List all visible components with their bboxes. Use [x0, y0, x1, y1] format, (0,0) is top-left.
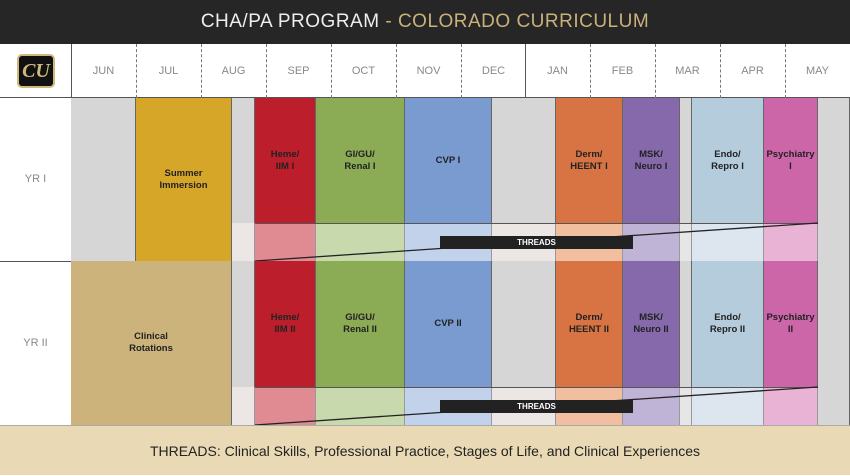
- month-oct: OCT: [351, 65, 376, 77]
- month-divider: [720, 44, 721, 98]
- threads-band: [692, 387, 764, 425]
- course-block-endo: Endo/Repro II: [692, 261, 764, 387]
- course-block-gray: [232, 98, 255, 223]
- course-block-gray: [818, 98, 850, 261]
- course-block-summer: Summer Immersion: [136, 98, 232, 261]
- course-block-derm: Derm/HEENT I: [556, 98, 623, 223]
- month-feb: FEB: [611, 65, 634, 77]
- course-block-psych: Psychiatry II: [764, 261, 818, 387]
- course-block-gi: GI/GU/Renal II: [316, 261, 405, 387]
- month-sep: SEP: [287, 65, 310, 77]
- month-divider: [590, 44, 591, 98]
- month-header: [0, 44, 850, 98]
- course-block-gi: GI/GU/Renal I: [316, 98, 405, 223]
- month-aug: AUG: [221, 65, 246, 77]
- course-block-msk: MSK/Neuro II: [623, 261, 680, 387]
- course-block-gray: [680, 98, 692, 223]
- month-jan: JAN: [547, 65, 568, 77]
- year-label: YR I: [24, 173, 47, 185]
- threads-band: [764, 223, 818, 261]
- month-dec: DEC: [481, 65, 506, 77]
- month-nov: NOV: [416, 65, 441, 77]
- month-divider: [266, 44, 267, 98]
- band-divider: [255, 387, 818, 388]
- month-apr: APR: [741, 65, 764, 77]
- course-block-derm: Derm/HEENT II: [556, 261, 623, 387]
- threads-band: [232, 223, 255, 261]
- threads-band: [680, 387, 692, 425]
- course-block-clinical: Clinical Rotations: [71, 261, 232, 425]
- month-divider: [331, 44, 332, 98]
- month-divider: [136, 44, 137, 98]
- course-block-gray: [492, 98, 556, 223]
- month-divider: [655, 44, 656, 98]
- band-divider: [255, 223, 818, 224]
- month-mar: MAR: [675, 65, 700, 77]
- course-block-gray: [71, 98, 136, 261]
- month-divider: [785, 44, 786, 98]
- threads-band: [764, 387, 818, 425]
- threads-band: [680, 223, 692, 261]
- course-block-psych: Psychiatry I: [764, 98, 818, 223]
- course-block-heme: Heme/IIM I: [255, 98, 316, 223]
- course-block-gray: [680, 261, 692, 387]
- threads-band: [692, 223, 764, 261]
- cu-logo: CU: [17, 54, 55, 88]
- threads-bar: THREADS: [440, 236, 633, 249]
- course-block-gray: [818, 261, 850, 425]
- threads-band: [232, 387, 255, 425]
- course-block-cvp: CVP I: [405, 98, 492, 223]
- threads-band: [316, 387, 405, 425]
- page-title: CHA/PA PROGRAM - COLORADO CURRICULUM: [0, 0, 850, 44]
- month-jul: JUL: [158, 65, 179, 77]
- month-divider: [525, 44, 526, 98]
- threads-band: [255, 223, 316, 261]
- month-divider: [201, 44, 202, 98]
- month-may: MAY: [805, 65, 830, 77]
- threads-band: [255, 387, 316, 425]
- footer-threads-note: THREADS: Clinical Skills, Professional P…: [0, 425, 850, 475]
- course-block-gray: [232, 261, 255, 387]
- course-block-endo: Endo/Repro I: [692, 98, 764, 223]
- threads-band: [316, 223, 405, 261]
- month-divider: [461, 44, 462, 98]
- course-block-cvp: CVP II: [405, 261, 492, 387]
- course-block-gray: [492, 261, 556, 387]
- course-block-heme: Heme/IIM II: [255, 261, 316, 387]
- course-block-msk: MSK/Neuro I: [623, 98, 680, 223]
- year-label: YR II: [23, 337, 48, 349]
- threads-bar: THREADS: [440, 400, 633, 413]
- month-divider: [396, 44, 397, 98]
- month-jun: JUN: [92, 65, 115, 77]
